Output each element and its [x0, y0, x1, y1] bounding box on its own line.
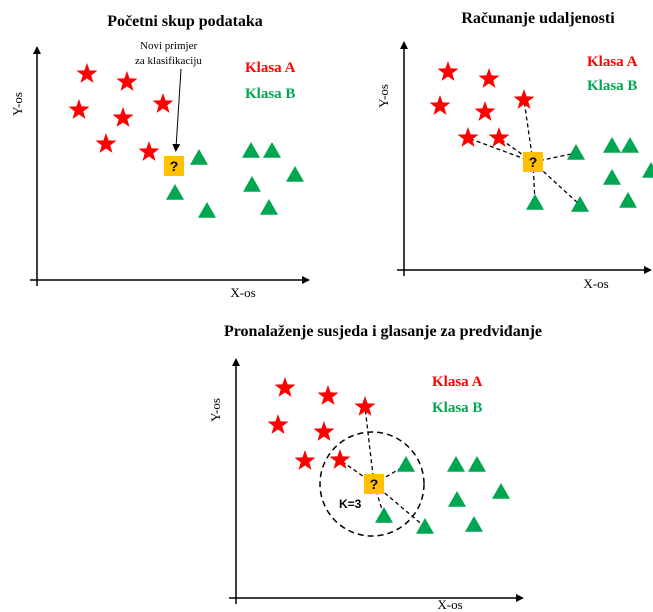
- legend-class-a: Klasa A: [245, 60, 296, 76]
- triangle-icon: [603, 137, 621, 153]
- question-box-icon: [523, 152, 543, 172]
- class-b-points: [526, 137, 653, 212]
- query-point: ?: [364, 474, 384, 494]
- k-neighborhood-circle: [319, 431, 425, 537]
- star-icon: [274, 377, 296, 397]
- triangle-icon: [492, 483, 510, 499]
- query-mark: ?: [370, 476, 379, 492]
- axes: [397, 41, 652, 276]
- legend-class-b: Klasa B: [432, 400, 482, 416]
- legend-class-b: Klasa B: [587, 78, 637, 94]
- x-axis-label: X-os: [437, 597, 462, 612]
- triangle-icon: [468, 456, 486, 472]
- panel-title: Pronalaženje susjeda i glasanje za predv…: [224, 323, 542, 340]
- y-axis-label: Y-os: [376, 84, 391, 108]
- triangle-icon: [243, 176, 261, 192]
- y-axis-label: Y-os: [10, 92, 25, 116]
- k-label: K=3: [339, 497, 362, 511]
- class-a-points: [429, 61, 535, 147]
- triangle-icon: [526, 194, 544, 210]
- triangle-icon: [642, 162, 653, 178]
- legend-class-a: Klasa A: [432, 374, 483, 390]
- query-mark: ?: [170, 158, 179, 174]
- y-axis-label: Y-os: [208, 398, 223, 422]
- query-point: ?: [523, 152, 543, 172]
- star-icon: [329, 449, 351, 469]
- axes: [229, 358, 524, 604]
- triangle-icon: [603, 169, 621, 185]
- star-icon: [457, 127, 479, 147]
- panel-title: Računanje udaljenosti: [461, 10, 615, 27]
- triangle-icon: [375, 507, 393, 523]
- star-icon: [513, 89, 535, 109]
- distance-line: [364, 406, 375, 485]
- panel-distances: Računanje udaljenosti Y-os X-os Klasa A …: [376, 10, 653, 291]
- class-b-points: [375, 456, 510, 534]
- star-icon: [76, 63, 98, 83]
- star-icon: [488, 127, 510, 147]
- triangle-icon: [571, 196, 589, 212]
- star-icon: [437, 61, 459, 81]
- query-mark: ?: [529, 154, 538, 170]
- star-icon: [95, 133, 117, 153]
- star-icon: [152, 93, 174, 113]
- question-box-icon: [364, 474, 384, 494]
- legend-class-a: Klasa A: [587, 54, 638, 70]
- class-a-points: [267, 377, 376, 470]
- distance-line: [523, 99, 534, 163]
- new-sample-note-line2: za klasifikaciju: [135, 55, 202, 67]
- panel-title: Početni skup podataka: [107, 13, 263, 30]
- star-icon: [294, 450, 316, 470]
- star-icon: [317, 385, 339, 405]
- triangle-icon: [263, 142, 281, 158]
- triangle-icon: [286, 166, 304, 182]
- triangle-icon: [190, 149, 208, 165]
- legend-class-b: Klasa B: [245, 86, 295, 102]
- triangle-icon: [448, 491, 466, 507]
- triangle-icon: [260, 199, 278, 215]
- star-icon: [68, 99, 90, 119]
- distance-line: [467, 137, 534, 163]
- star-icon: [112, 107, 134, 127]
- triangle-icon: [447, 456, 465, 472]
- class-b-points: [166, 142, 304, 218]
- star-icon: [429, 95, 451, 115]
- triangle-icon: [621, 137, 639, 153]
- triangle-icon: [416, 518, 434, 534]
- star-icon: [354, 396, 376, 416]
- triangle-icon: [619, 192, 637, 208]
- distance-line: [373, 483, 385, 517]
- star-icon: [478, 68, 500, 88]
- triangle-icon: [465, 516, 483, 532]
- panel-neighbors: Pronalaženje susjeda i glasanje za predv…: [208, 323, 542, 612]
- triangle-icon: [242, 142, 260, 158]
- query-point: ?: [164, 156, 184, 176]
- pointer-arrow: [172, 68, 182, 152]
- question-box-icon: [164, 156, 184, 176]
- panel-initial: Početni skup podataka Y-os X-os Klasa A …: [10, 13, 310, 300]
- new-sample-note-line1: Novi primjer: [140, 40, 197, 52]
- class-a-points: [68, 63, 174, 161]
- x-axis-label: X-os: [230, 285, 255, 300]
- triangle-icon: [567, 144, 585, 160]
- axes: [30, 46, 310, 286]
- star-icon: [267, 414, 289, 434]
- star-icon: [474, 101, 496, 121]
- x-axis-label: X-os: [583, 276, 608, 291]
- triangle-icon: [166, 184, 184, 200]
- star-icon: [313, 421, 335, 441]
- star-icon: [138, 141, 160, 161]
- triangle-icon: [198, 202, 216, 218]
- triangle-icon: [397, 456, 415, 472]
- star-icon: [116, 71, 138, 91]
